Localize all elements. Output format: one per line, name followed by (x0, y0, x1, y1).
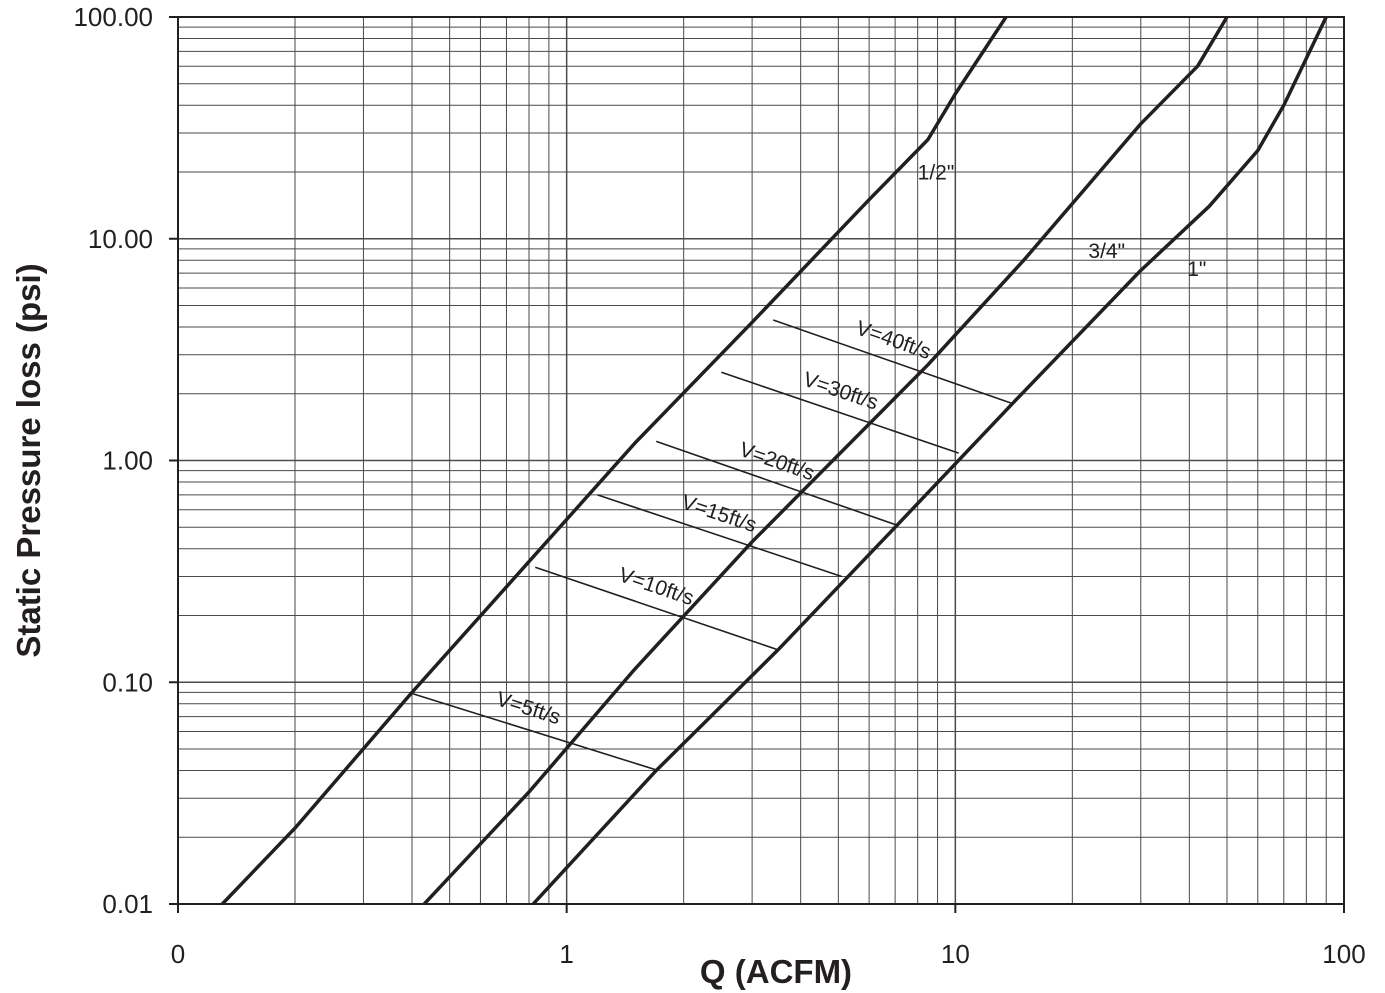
velocity-label: V=40ft/s (853, 317, 934, 364)
velocity-label: V=10ft/s (616, 563, 697, 610)
series-line (221, 16, 1008, 906)
y-tick-label: 0.01 (102, 889, 153, 919)
velocity-line (597, 494, 842, 578)
series-line (531, 16, 1328, 906)
series-label: 1/2" (918, 162, 955, 185)
y-tick-label: 100.00 (73, 2, 153, 32)
velocity-line (411, 692, 659, 772)
x-tick-label: 10 (941, 939, 970, 969)
pipe-size-curves (221, 16, 1328, 906)
tick-labels: 0 1 10 100 0.01 0.10 1.00 10.00 100.00 (73, 2, 1365, 969)
series-label: 1" (1187, 258, 1206, 281)
x-tick-label: 0 (171, 939, 185, 969)
y-tick-label: 1.00 (102, 446, 153, 476)
velocity-line (721, 371, 959, 454)
x-tick-label: 100 (1322, 939, 1365, 969)
y-tick-label: 0.10 (102, 667, 153, 697)
grid-lines (177, 17, 1344, 905)
x-axis-title: Q (ACFM) (700, 953, 852, 990)
velocity-label: V=15ft/s (678, 491, 759, 537)
velocity-line (655, 440, 898, 527)
series-line (422, 16, 1229, 906)
x-tick-label: 1 (559, 939, 573, 969)
velocity-line (534, 566, 779, 651)
velocity-label: V=20ft/s (736, 438, 817, 485)
velocity-line (772, 319, 1014, 405)
velocity-lines (411, 319, 1014, 772)
y-axis-title: Static Pressure loss (psi) (10, 263, 47, 657)
series-label: 3/4" (1088, 240, 1125, 263)
y-tick-label: 10.00 (88, 224, 153, 254)
